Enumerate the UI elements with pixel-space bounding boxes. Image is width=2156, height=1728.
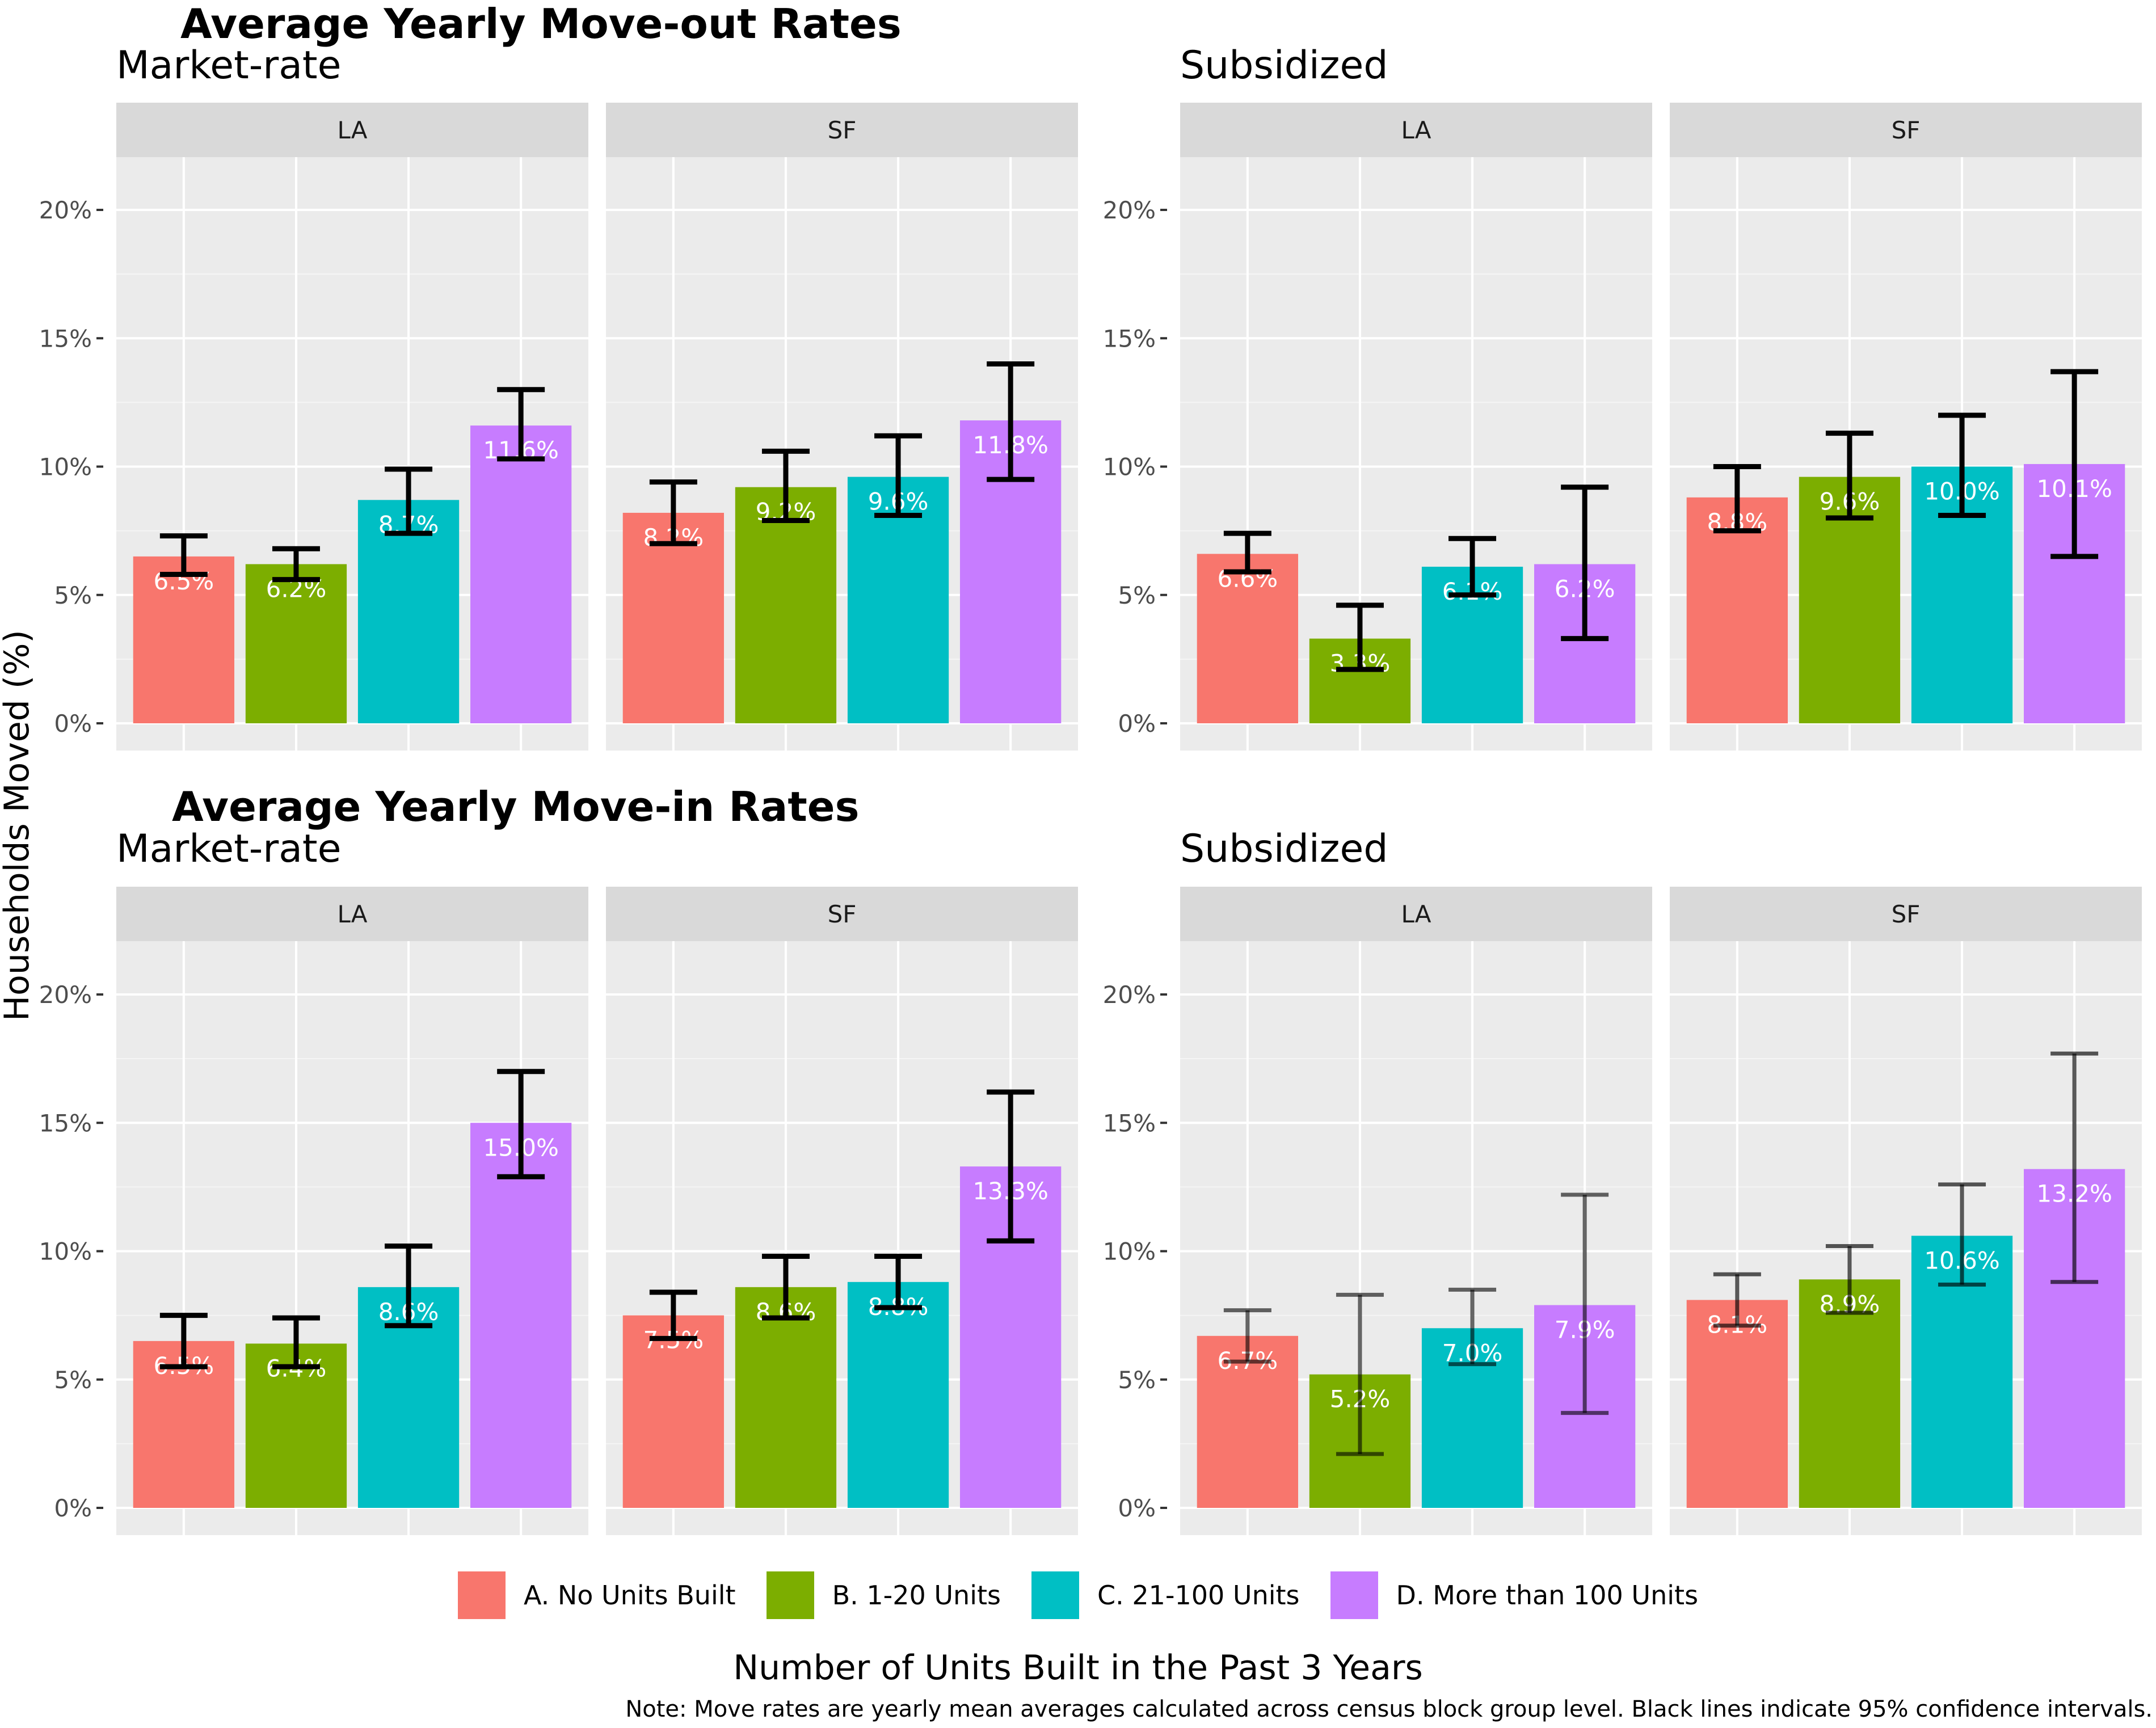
facet-strip-label: LA (337, 116, 367, 144)
y-tick-label: 15% (1103, 324, 1156, 352)
movein-title: Average Yearly Move-in Rates (172, 783, 860, 831)
legend-label: B. 1-20 Units (832, 1580, 1001, 1611)
y-tick-label: 10% (39, 453, 92, 481)
bar (133, 556, 234, 723)
legend-item: C. 21-100 Units (1031, 1571, 1300, 1619)
bar (622, 1315, 724, 1508)
y-tick-label: 0% (1118, 1494, 1156, 1522)
bar (735, 487, 837, 723)
facet-strip (1670, 887, 2142, 941)
y-tick-label: 5% (1118, 581, 1156, 609)
bar (1799, 1279, 1901, 1508)
legend: A. No Units Built B. 1-20 Units C. 21-10… (0, 1571, 2156, 1619)
facet-strip (1670, 103, 2142, 157)
moveout-subsidized-subtitle: Subsidized (1180, 43, 1388, 88)
legend-label: D. More than 100 Units (1396, 1580, 1699, 1611)
chart-group: 0%5%10%15%20%LA6.7%5.2%7.0%7.9%SF8.1%8.9… (1103, 887, 2142, 1535)
legend-item: D. More than 100 Units (1330, 1571, 1699, 1619)
facet-strip-label: SF (828, 116, 857, 144)
y-tick-label: 10% (1103, 453, 1156, 481)
y-tick-label: 20% (39, 981, 92, 1009)
facet-strip-label: SF (1892, 900, 1921, 928)
chart-group: 0%5%10%15%20%LA6.5%6.2%8.7%11.6%SF8.2%9.… (39, 103, 1078, 751)
y-tick-label: 20% (1103, 196, 1156, 224)
legend-swatch (1330, 1571, 1378, 1619)
y-tick-label: 10% (1103, 1238, 1156, 1266)
legend-swatch (1031, 1571, 1079, 1619)
y-tick-label: 0% (54, 710, 92, 737)
facet-strip (116, 103, 588, 157)
bar (847, 477, 949, 723)
footnote: Note: Move rates are yearly mean average… (625, 1696, 2153, 1722)
y-tick-label: 5% (1118, 1366, 1156, 1394)
y-tick-label: 0% (54, 1494, 92, 1522)
facet-strip-label: SF (828, 900, 857, 928)
y-tick-label: 5% (54, 581, 92, 609)
chart-group: 0%5%10%15%20%LA6.6%3.3%6.1%6.2%SF8.8%9.6… (1103, 103, 2142, 751)
y-tick-label: 0% (1118, 710, 1156, 737)
bar (245, 1343, 347, 1508)
y-tick-label: 15% (39, 1109, 92, 1137)
facet-strip (606, 103, 1078, 157)
bar (245, 564, 347, 723)
y-tick-label: 20% (39, 196, 92, 224)
bar (847, 1282, 949, 1508)
movein-subsidized-subtitle: Subsidized (1180, 827, 1388, 871)
bar (1197, 554, 1298, 723)
y-tick-label: 5% (54, 1366, 92, 1394)
bar (470, 1123, 572, 1508)
bar (1686, 1300, 1788, 1508)
y-tick-label: 20% (1103, 981, 1156, 1009)
facet-strip (606, 887, 1078, 941)
legend-label: C. 21-100 Units (1097, 1580, 1300, 1611)
bar (470, 425, 572, 723)
facet-strip-label: LA (1401, 116, 1431, 144)
y-tick-label: 15% (39, 324, 92, 352)
moveout-marketrate-subtitle: Market-rate (116, 43, 342, 88)
legend-swatch (457, 1571, 506, 1619)
bar (1686, 497, 1788, 723)
x-axis-label: Number of Units Built in the Past 3 Year… (733, 1648, 1423, 1688)
legend-swatch (766, 1571, 814, 1619)
facet-strip-label: LA (1401, 900, 1431, 928)
facet-strip (1180, 887, 1652, 941)
moveout-title: Average Yearly Move-out Rates (180, 0, 902, 48)
chart-group: 0%5%10%15%20%LA6.5%6.4%8.6%15.0%SF7.5%8.… (39, 887, 1078, 1535)
y-axis-label: Households Moved (%) (0, 630, 37, 1021)
bar (622, 512, 724, 723)
facet-strip (1180, 103, 1652, 157)
legend-item: B. 1-20 Units (766, 1571, 1001, 1619)
facet-strip (116, 887, 588, 941)
bar (1197, 1335, 1298, 1508)
facet-strip-label: SF (1892, 116, 1921, 144)
facet-strip-label: LA (337, 900, 367, 928)
y-tick-label: 15% (1103, 1109, 1156, 1137)
movein-marketrate-subtitle: Market-rate (116, 827, 342, 871)
y-tick-label: 10% (39, 1238, 92, 1266)
legend-item: A. No Units Built (457, 1571, 736, 1619)
bar (735, 1287, 837, 1508)
legend-label: A. No Units Built (523, 1580, 736, 1611)
bar (357, 500, 460, 723)
